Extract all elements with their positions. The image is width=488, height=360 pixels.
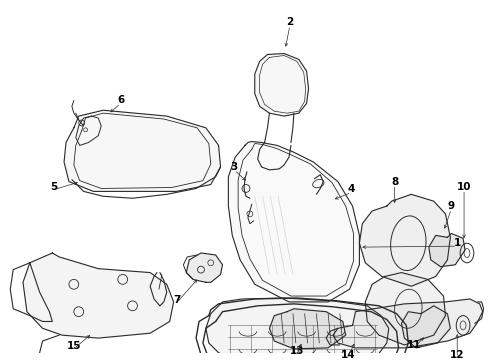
- Polygon shape: [359, 194, 449, 286]
- Polygon shape: [23, 253, 173, 338]
- Text: 2: 2: [286, 17, 293, 27]
- Polygon shape: [186, 253, 222, 282]
- Polygon shape: [365, 273, 445, 345]
- Polygon shape: [254, 54, 308, 116]
- Text: 13: 13: [289, 346, 304, 356]
- Text: 10: 10: [456, 181, 470, 192]
- Text: 9: 9: [447, 201, 454, 211]
- Text: 6: 6: [117, 95, 124, 105]
- Polygon shape: [332, 299, 482, 348]
- Text: 14: 14: [340, 350, 354, 360]
- Text: 3: 3: [230, 162, 237, 172]
- Text: 4: 4: [347, 184, 355, 194]
- Polygon shape: [64, 110, 220, 192]
- Text: 15: 15: [66, 341, 81, 351]
- Text: 5: 5: [51, 181, 58, 192]
- Polygon shape: [401, 306, 449, 348]
- Polygon shape: [205, 298, 388, 360]
- Text: 8: 8: [390, 177, 397, 186]
- Text: 11: 11: [406, 340, 421, 350]
- Polygon shape: [428, 233, 464, 267]
- Text: 7: 7: [172, 295, 180, 305]
- Text: 1: 1: [453, 238, 460, 248]
- Polygon shape: [228, 141, 359, 302]
- Polygon shape: [269, 309, 345, 349]
- Text: 12: 12: [449, 350, 464, 360]
